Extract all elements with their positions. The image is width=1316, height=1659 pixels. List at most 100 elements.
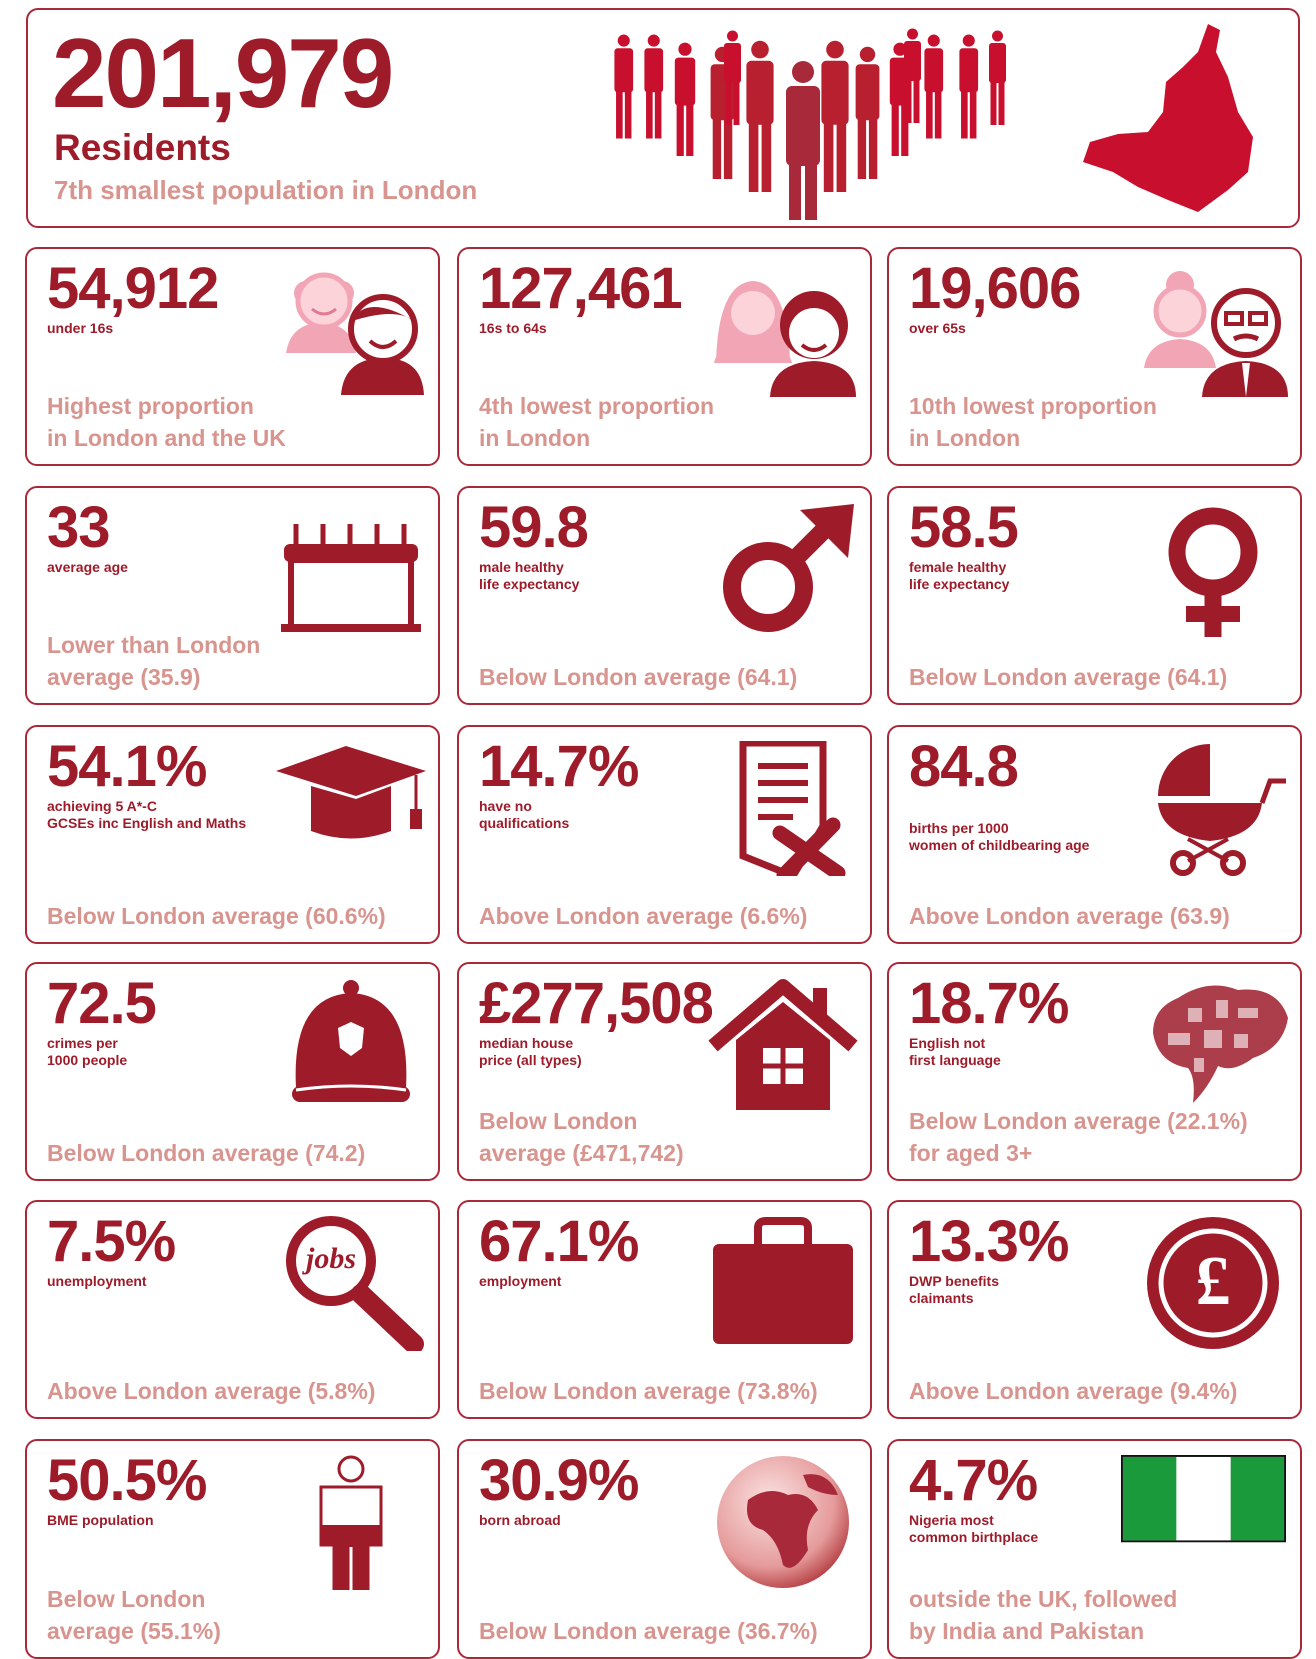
stat-label: common birthplace [909, 1528, 1039, 1545]
stat-label: employment [479, 1272, 562, 1289]
stat-note: Below London average (60.6%) [47, 902, 386, 929]
stat-note-group: outside the UK, followed by India and Pak… [909, 1583, 1286, 1647]
stat-label: women of childbearing age [909, 836, 1090, 853]
crowd-figure [924, 34, 944, 139]
figure-leg [969, 89, 977, 139]
stat-text: 4.7% Nigeria most common birthplace outside… [909, 1450, 1286, 1647]
stat-text: 72.5 crimes per 1000 people Below London av… [47, 973, 424, 1169]
stat-value: 13.3% [909, 1209, 1069, 1274]
stat-card: £277,508 median house price (all types) Bel… [457, 962, 872, 1181]
figure-leg [733, 80, 740, 125]
stat-note-group: Below London average (64.1) [479, 661, 856, 693]
figure-body [674, 57, 696, 106]
stat-card: 19,606 over 65s 10th lowest proportion in L… [887, 247, 1302, 466]
stat-note: Above London average (9.4%) [909, 1377, 1238, 1404]
stat-text: 58.5 female healthy life expectancy Below L… [909, 495, 1286, 693]
figure-body [724, 43, 741, 83]
stat-note-group: Below London average (55.1%) [47, 1583, 424, 1647]
stat-value: 58.5 [909, 495, 1019, 560]
crowd-figure [786, 61, 820, 220]
stat-value: 18.7% [909, 971, 1069, 1036]
stat-value: 7.5% [47, 1209, 176, 1274]
stat-value: 67.1% [479, 1209, 639, 1274]
stat-icon: jobs [276, 1216, 426, 1351]
figure-leg [990, 80, 997, 125]
figure-leg [805, 160, 817, 220]
figure-leg [998, 80, 1005, 125]
crowd-figure [614, 34, 634, 139]
stat-note: Lower than London [47, 631, 261, 658]
figure-head [647, 34, 660, 47]
stat-text: 13.3% DWP benefits claimants Above London a… [909, 1209, 1286, 1407]
stat-label: English not [909, 1034, 986, 1051]
stat-card: 54,912 under 16s Highest proportion in Lond… [25, 247, 440, 466]
stat-label: crimes per [47, 1034, 118, 1051]
figure-leg [901, 102, 909, 156]
stat-value: 127,461 [479, 256, 683, 321]
stat-note: Below London average (22.1%) [909, 1107, 1248, 1134]
stat-text: 30.9% born abroad Below London average (36… [479, 1448, 856, 1647]
figure-body [644, 48, 664, 93]
figure-head [992, 30, 1003, 42]
headline-note: 7th smallest population in London [54, 175, 478, 205]
figure-leg [676, 102, 684, 156]
stat-text: 14.7% have no qualifications Above London a… [479, 736, 856, 932]
stat-note-group: 10th lowest proportion in London [909, 390, 1286, 454]
crowd-figure [959, 34, 979, 139]
stat-note-group: Above London average (63.9) [909, 900, 1286, 932]
stat-label: life expectancy [479, 575, 580, 592]
figure-leg [905, 78, 912, 123]
figure-head [751, 40, 769, 59]
stat-note-group: Highest proportion in London and the UK [47, 390, 424, 454]
stat-note: for aged 3+ [909, 1139, 1033, 1166]
stat-value: 30.9% [479, 1448, 639, 1513]
figure-head [927, 34, 940, 47]
stat-note: in London [909, 424, 1021, 451]
stat-note: Below London average (64.1) [909, 663, 1228, 690]
stat-card: 30.9% born abroad Below London average (36… [457, 1439, 872, 1659]
stat-text: 50.5% BME population Below London average (… [47, 1448, 424, 1647]
stat-card: 4.7% Nigeria most common birthplace outside… [887, 1439, 1302, 1659]
stat-note: Below London average (74.2) [47, 1139, 366, 1166]
stat-card: 58.5 female healthy life expectancy Below L… [887, 486, 1302, 705]
figure-leg [857, 116, 867, 179]
stat-text: 67.1% employment Below London average (73.… [479, 1209, 856, 1407]
stat-note-group: Below London average (74.2) [47, 1137, 424, 1169]
stat-text: 54.1% achieving 5 A*-C GCSEs inc English a… [47, 736, 424, 932]
figure-leg [725, 80, 732, 125]
stat-label: unemployment [47, 1272, 147, 1289]
stat-label: born abroad [479, 1511, 561, 1528]
figure-leg [616, 89, 623, 139]
figure-leg [723, 116, 733, 179]
stat-label: have no [479, 797, 532, 814]
stat-note-group: Above London average (6.6%) [479, 900, 856, 932]
stat-value: 50.5% [47, 1448, 207, 1513]
stat-note: average (55.1%) [47, 1617, 221, 1644]
stat-note: Above London average (63.9) [909, 902, 1230, 929]
figure-body [786, 86, 820, 166]
stat-note-group: Below London average (36.7%) [479, 1615, 856, 1647]
stat-card: 84.8 births per 1000 women of childbearing… [887, 725, 1302, 944]
figure-head [826, 40, 844, 59]
stat-value: £277,508 [479, 971, 714, 1036]
stat-note: Above London average (6.6%) [479, 902, 808, 929]
figure-leg [836, 120, 847, 192]
stat-text: 127,461 16s to 64s 4th lowest proportion in… [479, 256, 856, 454]
icon-text: jobs [302, 1242, 356, 1275]
stat-value: 54,912 [47, 256, 219, 321]
figure-leg [913, 78, 920, 123]
figure-head [859, 46, 876, 63]
stat-label: under 16s [47, 319, 114, 336]
stat-value: 33 [47, 495, 111, 560]
stat-note-group: Below London average (73.8%) [479, 1375, 856, 1407]
headline-card: 201,979 Residents 7th smallest populatio… [26, 8, 1300, 228]
stat-note: Below London average (36.7%) [479, 1617, 818, 1644]
figure-head [617, 34, 630, 47]
figure-leg [926, 89, 933, 139]
stat-note: Highest proportion [47, 392, 254, 419]
stat-label: over 65s [909, 319, 966, 336]
figure-body [904, 41, 921, 81]
stat-note: in London [479, 424, 591, 451]
stat-label: female healthy [909, 558, 1007, 575]
figure-leg [712, 116, 722, 179]
